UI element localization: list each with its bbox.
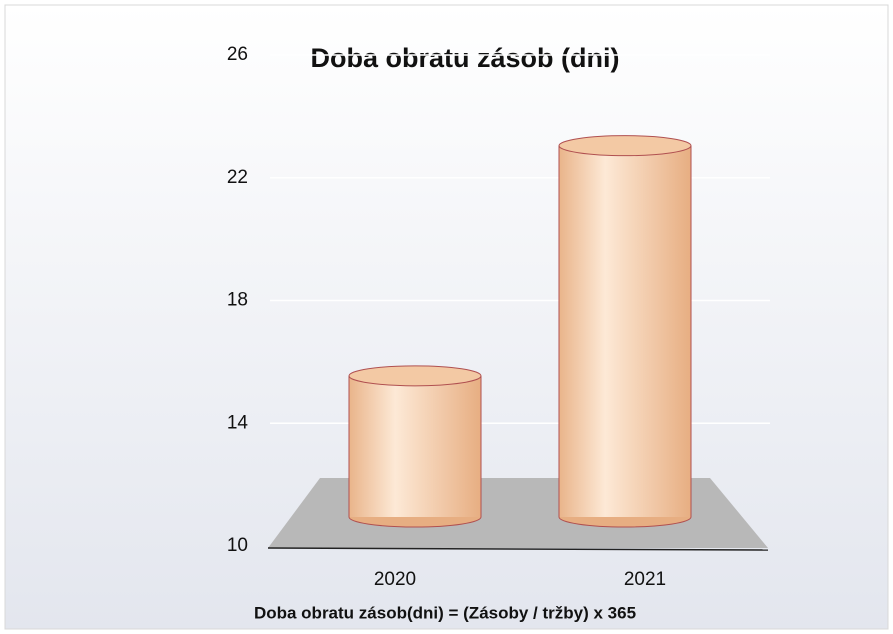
bar [559,145,691,517]
y-tick-label: 10 [227,535,248,556]
x-axis-label: Doba obratu zásob(dni) = (Zásoby / tržby… [254,603,636,622]
floor [268,478,768,548]
cylinder-top [558,135,692,157]
x-tick-label: 2020 [374,569,416,590]
x-tick-label: 2021 [624,569,666,590]
y-tick-label: 14 [227,412,249,433]
chart-title: Doba obratu zásob (dni) [311,43,620,73]
y-tick-label: 22 [227,167,248,188]
bar [349,375,481,517]
cylinder-top [348,365,482,387]
y-tick-label: 26 [227,44,248,65]
x-axis [267,547,769,551]
y-tick-label: 18 [227,290,248,311]
